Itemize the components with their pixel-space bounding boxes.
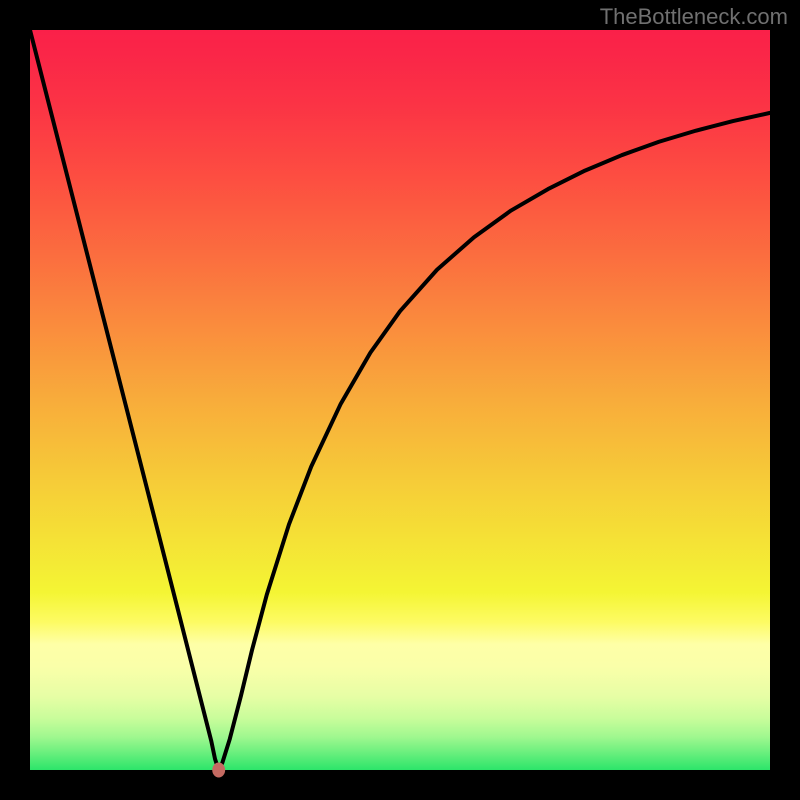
minimum-marker xyxy=(213,763,225,777)
chart-canvas: TheBottleneck.com xyxy=(0,0,800,800)
bottleneck-curve-chart xyxy=(0,0,800,800)
watermark-label: TheBottleneck.com xyxy=(600,4,788,30)
